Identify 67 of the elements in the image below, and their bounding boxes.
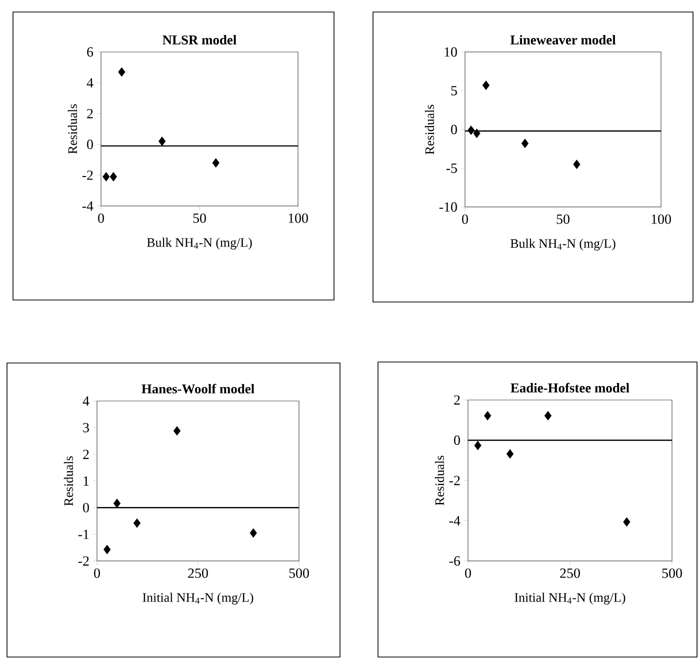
y-tick-label: 5 (451, 86, 457, 96)
chart-title: Eadie-Hofstee model (510, 382, 630, 392)
y-tick-label: -5 (446, 164, 457, 173)
y-tick-label: -2 (449, 476, 460, 486)
y-tick-label: 0 (451, 124, 457, 134)
y-tick-label: 4 (86, 78, 94, 88)
x-tick-label: 100 (652, 214, 671, 224)
point (158, 136, 166, 146)
point (468, 126, 475, 135)
x-axis-title: Initial NH$_{4}$-N (mg/L) (514, 592, 626, 605)
x-axis-title: Initial NH$_{4}$-N (mg/L) (142, 592, 254, 605)
chart-title: Lineweaver model (510, 35, 616, 44)
point (173, 426, 181, 436)
y-tick-label: 1 (84, 476, 89, 486)
point (212, 158, 220, 168)
y-tick-label: 6 (87, 47, 94, 57)
point (118, 67, 126, 77)
y-axis-title: Residuals (64, 456, 74, 506)
y-tick-label: 0 (87, 140, 93, 150)
y-tick-label: 0 (83, 502, 89, 512)
x-tick-label: 0 (465, 568, 471, 578)
y-tick-label: 2 (83, 450, 89, 459)
y-tick-label: 2 (87, 108, 93, 118)
y-tick-label: 0 (454, 436, 460, 445)
y-tick-label: 3 (83, 422, 89, 432)
x-tick-label: 250 (188, 568, 208, 578)
y-tick-label: -2 (82, 170, 93, 180)
point (250, 528, 257, 538)
y-tick-label: 4 (82, 396, 90, 406)
x-tick-label: 250 (560, 568, 580, 578)
point (474, 440, 482, 450)
chart-title: NLSR model (162, 35, 236, 44)
point (133, 518, 141, 528)
y-tick-label: -2 (78, 556, 89, 566)
point (484, 410, 492, 420)
x-tick-label: 0 (98, 214, 104, 223)
y-tick-label: -4 (449, 516, 460, 526)
point (573, 160, 580, 170)
x-tick-label: 50 (556, 214, 570, 224)
y-tick-label: 10 (444, 47, 457, 57)
x-tick-label: 100 (288, 214, 308, 223)
y-axis-title: Residuals (68, 104, 78, 154)
x-tick-label: 50 (193, 214, 206, 223)
point (113, 498, 121, 508)
x-axis-title: Bulk NH$_{4}$-N (mg/L) (510, 238, 616, 251)
y-axis-title: Residuals (434, 456, 444, 506)
y-axis-title: Residuals (424, 104, 434, 154)
y-tick-label: -4 (82, 201, 94, 211)
x-tick-label: 0 (462, 214, 468, 224)
point (102, 172, 110, 182)
y-tick-label: 2 (454, 395, 460, 405)
x-tick-label: 500 (289, 568, 309, 578)
x-axis-title: Bulk NH$_{4}$-N (mg/L) (147, 238, 252, 250)
y-tick-label: -1 (78, 530, 89, 539)
point (544, 410, 552, 420)
point (473, 128, 480, 138)
point (521, 138, 529, 148)
point (623, 517, 630, 527)
point (506, 449, 514, 459)
y-tick-label: -6 (449, 556, 460, 566)
point (110, 172, 117, 182)
y-tick-label: -10 (439, 202, 457, 212)
point (482, 80, 490, 90)
point (104, 544, 111, 554)
chart-title: Hanes-Woolf model (142, 384, 254, 394)
x-tick-label: 500 (662, 568, 682, 578)
x-tick-label: 0 (94, 568, 100, 578)
